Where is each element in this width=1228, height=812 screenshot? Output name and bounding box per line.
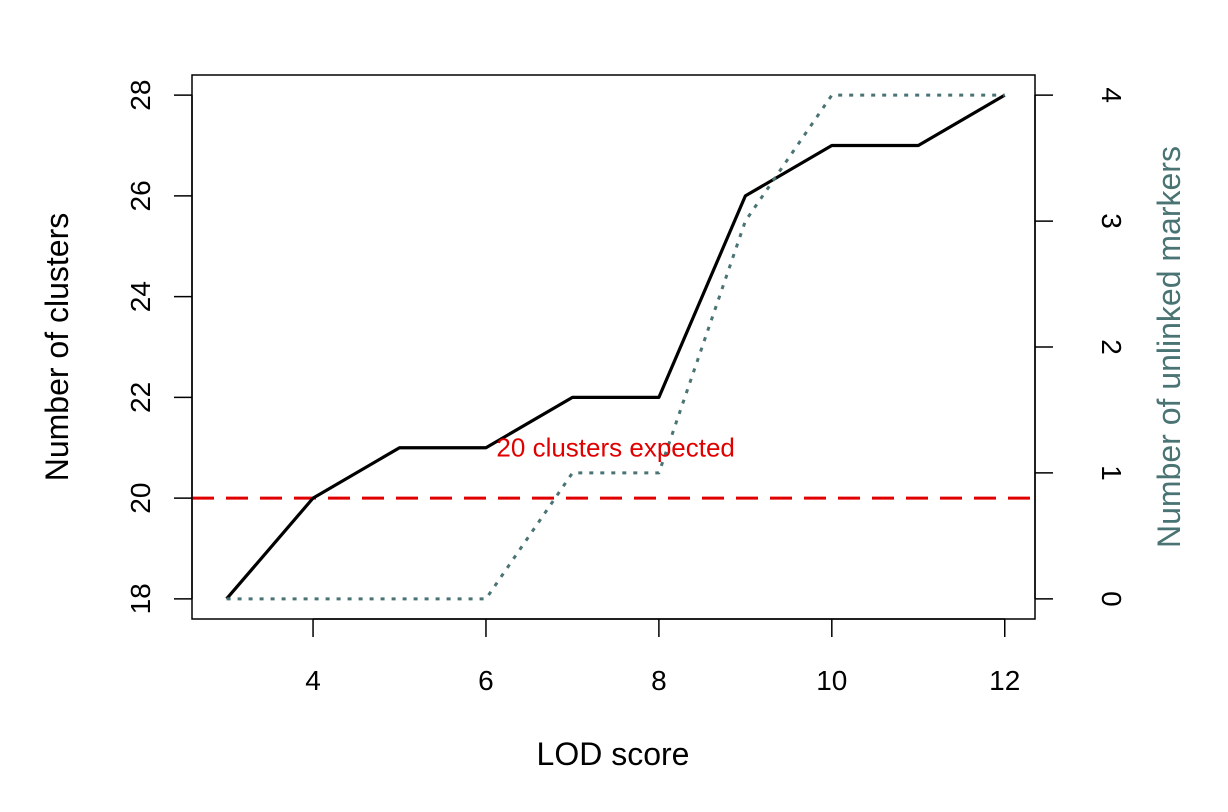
y2-tick-label: 1 bbox=[1096, 465, 1127, 481]
y2-tick-label: 0 bbox=[1096, 591, 1127, 607]
y-tick-label: 22 bbox=[125, 382, 156, 413]
y2-tick-label: 3 bbox=[1096, 213, 1127, 229]
x-tick-label: 12 bbox=[989, 665, 1020, 696]
expected-clusters-annotation: 20 clusters expected bbox=[496, 433, 734, 463]
x-tick-label: 10 bbox=[816, 665, 847, 696]
y-tick-label: 24 bbox=[125, 281, 156, 312]
x-axis-label: LOD score bbox=[537, 736, 690, 772]
y-tick-label: 18 bbox=[125, 583, 156, 614]
y2-tick-label: 2 bbox=[1096, 339, 1127, 355]
y-tick-label: 28 bbox=[125, 80, 156, 111]
x-tick-label: 6 bbox=[478, 665, 494, 696]
clusters-series-line bbox=[225, 93, 1006, 600]
y2-axis-label: Number of unlinked markers bbox=[1151, 146, 1187, 548]
x-tick-label: 8 bbox=[651, 665, 667, 696]
x-tick-label: 4 bbox=[305, 665, 321, 696]
y-tick-label: 26 bbox=[125, 180, 156, 211]
y-axis-label: Number of clusters bbox=[39, 213, 75, 482]
y-tick-label: 20 bbox=[125, 483, 156, 514]
y2-tick-label: 4 bbox=[1096, 87, 1127, 103]
plot-frame bbox=[191, 74, 1036, 620]
unlinked-markers-series-line bbox=[226, 93, 1005, 601]
